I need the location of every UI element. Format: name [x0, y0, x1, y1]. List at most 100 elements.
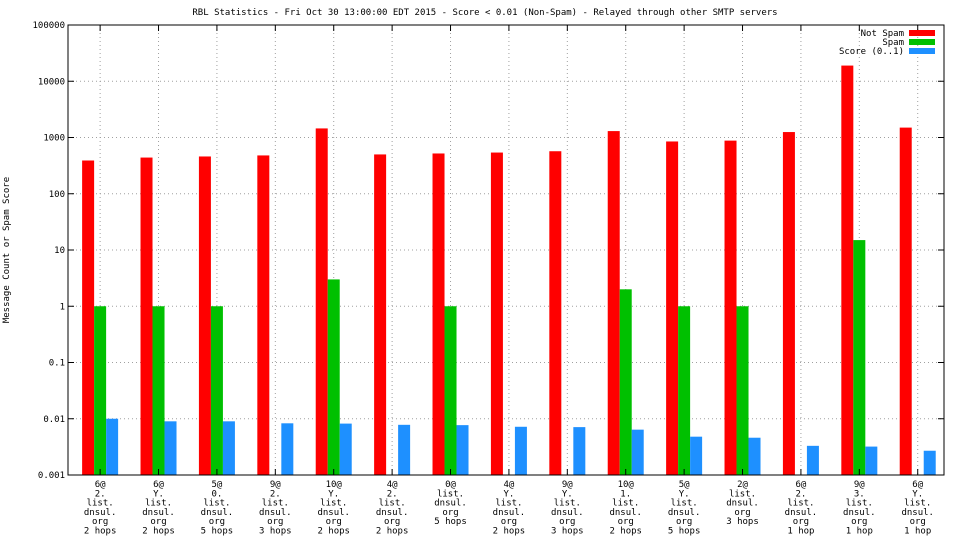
- x-category-label-line: 2 hops: [317, 527, 350, 537]
- x-category-label-line: 5@: [679, 480, 690, 490]
- y-tick-label: 100000: [32, 21, 65, 31]
- x-category-label-line: dnsul.: [201, 508, 234, 518]
- bar-not-spam: [490, 152, 503, 475]
- bar-spam: [678, 306, 691, 475]
- x-category-label: 10@ Y. list. dnsul. org 2 hops: [317, 480, 350, 537]
- bar-not-spam: [198, 156, 211, 475]
- x-category-label-line: list.: [203, 499, 230, 509]
- x-category-label-line: 3 hops: [259, 527, 292, 537]
- x-category-label-line: 9@: [854, 480, 865, 490]
- x-category-label-line: dnsul.: [785, 508, 818, 518]
- y-tick-label: 0.1: [49, 359, 65, 369]
- x-category-label-line: 9@: [270, 480, 281, 490]
- x-category-label-line: dnsul.: [609, 508, 642, 518]
- x-category-label-line: org: [267, 517, 283, 527]
- x-category-label-line: org: [326, 517, 342, 527]
- x-category-label-line: 2.: [795, 489, 806, 499]
- x-category-label-line: 2.: [270, 489, 281, 499]
- bar-score-0-1: [456, 425, 469, 475]
- bars: [82, 65, 936, 476]
- x-category-label-line: 3.: [854, 489, 865, 499]
- bar-score-0-1: [631, 429, 644, 475]
- bar-score-0-1: [222, 421, 235, 475]
- x-category-label-line: 0@: [445, 480, 456, 490]
- x-category-label-line: 0.: [211, 489, 222, 499]
- legend-label: Not Spam: [861, 29, 904, 39]
- bar-score-0-1: [164, 421, 177, 475]
- x-category-label: 9@ Y. list. dnsul. org 3 hops: [551, 480, 584, 537]
- x-category-label-line: dnsul.: [259, 508, 292, 518]
- bar-spam: [94, 306, 107, 475]
- bar-score-0-1: [923, 450, 936, 475]
- bar-spam: [619, 289, 632, 475]
- x-category-label: 6@ 2. list. dnsul. org 1 hop: [785, 480, 818, 537]
- x-category-label-line: dnsul.: [434, 499, 467, 509]
- bar-not-spam: [82, 160, 95, 475]
- x-category-label-line: 2 hops: [493, 527, 526, 537]
- legend-label: Score (0..1): [839, 47, 904, 57]
- x-category-label-line: 2 hops: [609, 527, 642, 537]
- x-category-label-line: 1 hop: [846, 527, 873, 537]
- x-category-label-line: org: [209, 517, 225, 527]
- bar-spam: [152, 306, 165, 475]
- bar-score-0-1: [339, 423, 352, 475]
- x-category-label-line: 5 hops: [668, 527, 701, 537]
- x-category-label-line: 2 hops: [142, 527, 175, 537]
- legend-swatch: [909, 39, 935, 45]
- x-category-label-line: 5 hops: [434, 517, 467, 527]
- x-category-label-line: dnsul.: [551, 508, 584, 518]
- bar-spam: [444, 306, 457, 475]
- x-category-label-line: org: [793, 517, 809, 527]
- x-category-label-line: list.: [554, 499, 581, 509]
- x-category-label-line: Y.: [679, 489, 690, 499]
- x-category-label-line: 4@: [387, 480, 398, 490]
- x-category-label: 6@ 2. list. dnsul. org 2 hops: [84, 480, 117, 537]
- x-category-label-line: 2@: [737, 480, 748, 490]
- x-category-label: 2@ list. dnsul. org 3 hops: [726, 480, 759, 527]
- x-category-label-line: org: [384, 517, 400, 527]
- bar-spam: [853, 240, 866, 475]
- y-tick-label: 1000: [43, 134, 65, 144]
- y-tick-label: 10000: [38, 77, 65, 87]
- x-category-label-line: org: [734, 508, 750, 518]
- x-category-label-line: 1.: [620, 489, 631, 499]
- x-category-label-line: Y.: [912, 489, 923, 499]
- x-category-label-line: Y.: [562, 489, 573, 499]
- x-category-label-line: list.: [729, 489, 756, 499]
- x-category-label-line: org: [676, 517, 692, 527]
- x-category-label: 0@ list. dnsul. org 5 hops: [434, 480, 467, 527]
- legend-swatch: [909, 30, 935, 36]
- bar-not-spam: [374, 154, 387, 476]
- bar-spam: [327, 279, 340, 475]
- x-category-label-line: 6@: [95, 480, 106, 490]
- y-tick-label: 100: [49, 190, 65, 200]
- bar-score-0-1: [806, 445, 819, 475]
- legend-label: Spam: [882, 38, 904, 48]
- x-category-label-line: 4@: [503, 480, 514, 490]
- bar-score-0-1: [106, 418, 119, 475]
- x-category-label: 5@ 0. list. dnsul. org 5 hops: [201, 480, 234, 537]
- x-category-label-line: list.: [437, 489, 464, 499]
- legend-swatch: [909, 48, 935, 54]
- x-category-label-line: list.: [87, 499, 114, 509]
- x-category-label-line: 2.: [95, 489, 106, 499]
- x-category-label: 6@ Y. list. dnsul. org 2 hops: [142, 480, 175, 537]
- x-category-label-line: 2 hops: [84, 527, 117, 537]
- bar-not-spam: [432, 153, 445, 476]
- x-category-label-line: dnsul.: [668, 508, 701, 518]
- x-category-label-line: 10@: [618, 480, 635, 490]
- x-category-label-line: list.: [145, 499, 172, 509]
- x-category-label-line: org: [442, 508, 458, 518]
- x-category-label-line: list.: [612, 499, 639, 509]
- y-axis-label: Message Count or Spam Score: [2, 177, 12, 323]
- bar-score-0-1: [865, 446, 878, 475]
- bar-not-spam: [724, 140, 737, 475]
- bar-spam: [736, 306, 749, 475]
- x-category-label-line: Y.: [153, 489, 164, 499]
- x-category-label-line: Y.: [328, 489, 339, 499]
- x-category-label: 10@ 1. list. dnsul. org 2 hops: [609, 480, 642, 537]
- bar-score-0-1: [281, 423, 294, 475]
- x-category-label-line: list.: [320, 499, 347, 509]
